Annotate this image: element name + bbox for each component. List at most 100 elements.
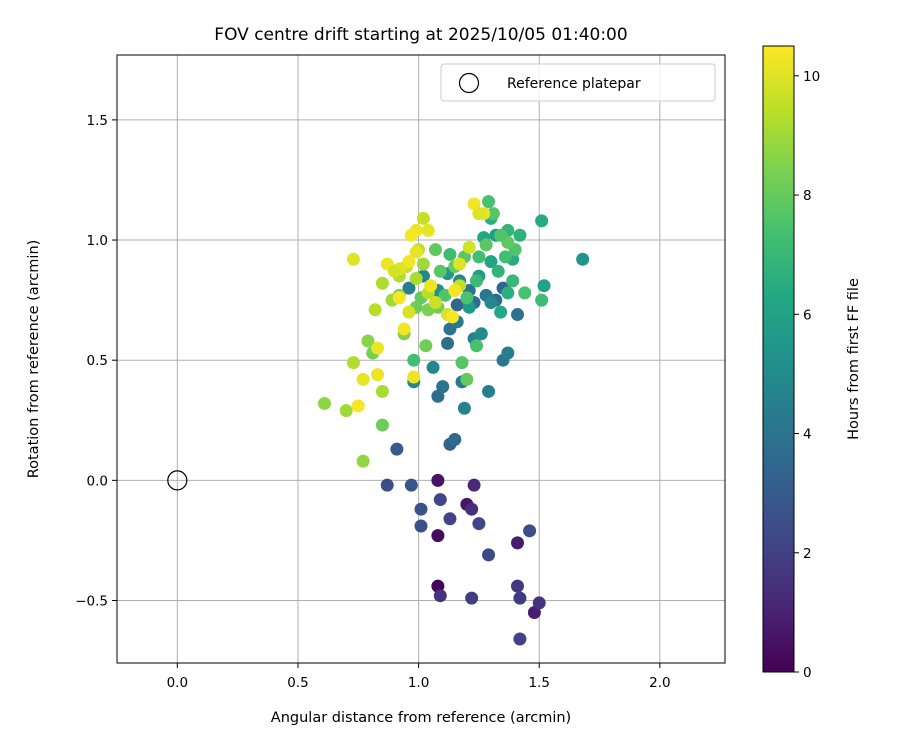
data-point [535, 214, 549, 228]
data-point [501, 286, 515, 300]
data-point [421, 223, 435, 237]
legend-reference-marker [458, 72, 480, 94]
colorbar-tick-label: 8 [803, 188, 812, 204]
data-point [356, 372, 370, 386]
data-point [450, 298, 464, 312]
data-point [491, 264, 505, 278]
data-point [494, 305, 508, 319]
y-tick-label: 0.5 [87, 353, 108, 369]
x-axis-ticks: 0.0 0.5 1.0 1.5 2.0 [167, 663, 671, 691]
data-point [397, 322, 411, 336]
legend: Reference platepar [440, 63, 716, 102]
x-tick-label: 0.0 [167, 675, 188, 691]
data-point [576, 252, 590, 266]
data-point [414, 519, 428, 533]
data-point [339, 404, 353, 418]
data-point [511, 536, 525, 550]
data-point [501, 346, 515, 360]
data-point [371, 368, 385, 382]
data-point [368, 303, 382, 317]
data-point [511, 579, 525, 593]
data-point [467, 478, 481, 492]
data-point [392, 291, 406, 305]
data-point [506, 274, 520, 288]
colorbar-tick-label: 4 [803, 427, 812, 443]
data-point [494, 228, 508, 242]
data-point [486, 207, 500, 221]
colorbar-ticks: 0 2 4 6 8 10 [794, 69, 820, 681]
x-tick-label: 2.0 [649, 675, 670, 691]
data-point [457, 401, 471, 415]
data-point [433, 493, 447, 507]
data-point [460, 372, 474, 386]
data-point [416, 257, 430, 271]
data-point [390, 442, 404, 456]
y-axis-ticks: −0.5 0.0 0.5 1.0 1.5 [75, 113, 117, 610]
reference-platepar-marker [167, 470, 188, 491]
colorbar-label: Hours from first FF file [846, 278, 862, 440]
x-tick-label: 1.5 [528, 675, 549, 691]
reference-marker [167, 470, 188, 491]
data-point [404, 478, 418, 492]
data-point [431, 473, 445, 487]
data-point [484, 296, 498, 310]
plot-frame [116, 54, 726, 664]
y-axis-label: Rotation from reference (arcmin) [26, 240, 42, 479]
data-point [513, 228, 527, 242]
data-point [448, 284, 462, 298]
chart-title: FOV centre drift starting at 2025/10/05 … [214, 25, 627, 45]
data-point [443, 247, 457, 261]
colorbar-tick-label: 0 [803, 665, 812, 681]
colorbar-tick-label: 2 [803, 546, 812, 562]
data-point [356, 454, 370, 468]
data-point [443, 512, 457, 526]
colorbar-tick-label: 10 [803, 69, 820, 85]
data-point [482, 195, 496, 209]
data-point [438, 288, 452, 302]
colorbar [762, 45, 795, 673]
data-point [469, 339, 483, 353]
data-point [375, 418, 389, 432]
data-point [361, 334, 375, 348]
colorbar-tick-label: 6 [803, 307, 812, 323]
data-point [380, 478, 394, 492]
data-point [498, 250, 512, 264]
data-point [419, 339, 433, 353]
data-point [407, 370, 421, 384]
data-point [433, 264, 447, 278]
y-tick-label: 0.0 [87, 473, 108, 489]
data-point [465, 502, 479, 516]
data-points [317, 195, 590, 646]
data-point [479, 238, 493, 252]
data-point [469, 274, 483, 288]
data-point [482, 548, 496, 562]
data-point [414, 502, 428, 516]
data-point [455, 356, 469, 370]
data-point [375, 384, 389, 398]
data-point [426, 360, 440, 374]
x-tick-label: 1.0 [408, 675, 429, 691]
data-point [371, 341, 385, 355]
data-point [532, 596, 546, 610]
data-point [448, 433, 462, 447]
data-point [346, 252, 360, 266]
data-point [404, 228, 418, 242]
data-point [402, 255, 416, 269]
y-tick-label: 1.5 [87, 113, 108, 129]
data-point [428, 296, 442, 310]
data-point [317, 396, 331, 410]
data-point [482, 384, 496, 398]
data-point [472, 517, 486, 531]
data-point [402, 281, 416, 295]
data-point [513, 632, 527, 646]
data-point [409, 271, 423, 285]
data-point [436, 380, 450, 394]
data-point [513, 591, 527, 605]
data-point [537, 279, 551, 293]
data-point [467, 197, 481, 211]
legend-reference-label: Reference platepar [507, 76, 641, 92]
legend-box [440, 63, 716, 102]
data-point [402, 305, 416, 319]
data-point [346, 356, 360, 370]
data-point [424, 279, 438, 293]
